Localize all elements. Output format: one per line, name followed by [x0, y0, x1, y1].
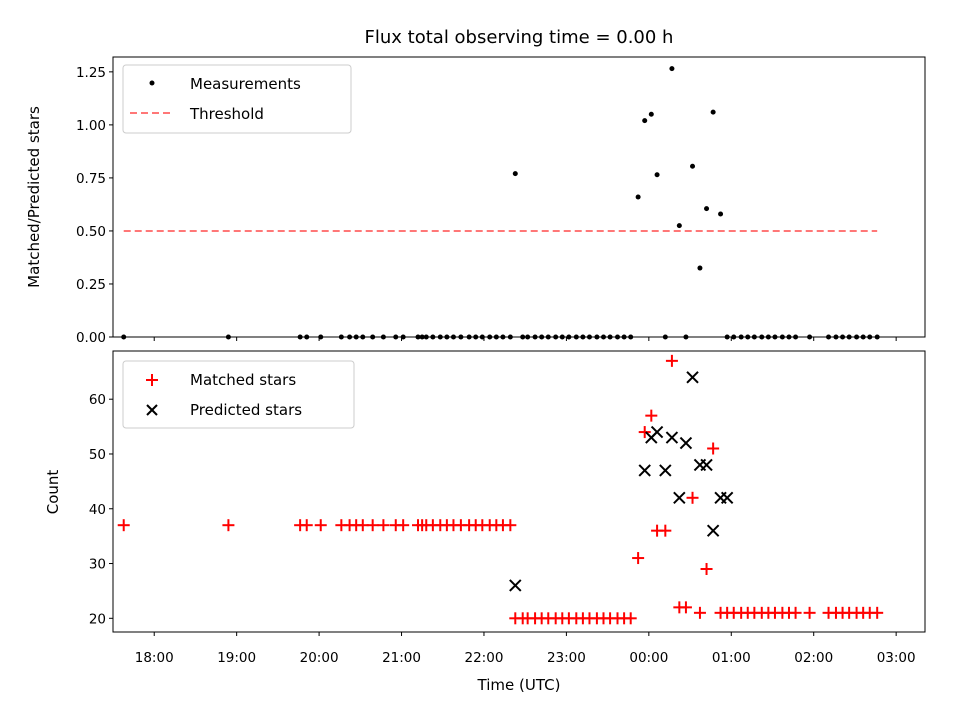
matched-star-marker	[377, 519, 390, 532]
top-ytick-label: 0.75	[76, 171, 106, 187]
predicted-star-marker	[665, 431, 679, 444]
matched-star-marker	[504, 519, 517, 532]
legend-predicted-label: Predicted stars	[190, 401, 302, 419]
measurement-point	[697, 265, 703, 271]
predicted-star-marker	[659, 464, 672, 477]
matched-star-marker	[803, 606, 816, 619]
bottom-ytick-label: 30	[89, 557, 106, 573]
top-ytick-label: 0.50	[76, 224, 106, 240]
xtick-label: 21:00	[382, 650, 421, 666]
bottom-plot-frame	[112, 350, 926, 633]
predicted-star-marker	[686, 371, 699, 384]
measurement-point	[704, 206, 710, 212]
predicted-star-marker	[720, 491, 734, 505]
measurement-point	[718, 211, 724, 217]
bottom-panel: 20 30 40 50 60 18:00 19:00 20:00 21:00 22:00 23:0…	[44, 350, 926, 694]
legend-matched-marker	[146, 374, 158, 386]
matched-star-marker	[624, 612, 637, 625]
chart-title: Flux total observing time = 0.00 h	[365, 27, 674, 48]
xtick-label: 18:00	[135, 650, 174, 666]
matched-star-marker	[117, 519, 130, 532]
bottom-ytick-label: 50	[89, 447, 106, 463]
legend-measurements-marker	[149, 80, 155, 86]
matched-star-marker	[707, 442, 720, 455]
matched-star-marker	[314, 519, 327, 532]
predicted-star-marker	[650, 425, 664, 439]
matched-star-marker	[679, 601, 692, 614]
xtick-label: 20:00	[300, 650, 339, 666]
predicted-star-marker	[679, 436, 693, 450]
top-ytick-label: 1.25	[76, 65, 106, 81]
top-ytick-label: 0.00	[76, 330, 106, 346]
matched-star-marker	[645, 409, 658, 422]
xtick-label: 01:00	[712, 650, 751, 666]
measurement-point	[512, 171, 518, 177]
matched-star-marker	[871, 606, 884, 619]
top-legend-box	[122, 64, 352, 134]
xtick-label: 19:00	[217, 650, 256, 666]
matched-star-marker	[632, 552, 645, 565]
xtick-label: 03:00	[877, 650, 916, 666]
matched-star-marker	[222, 519, 235, 532]
matched-star-marker	[789, 606, 802, 619]
bottom-ytick-label: 60	[89, 392, 106, 408]
bottom-ytick-label: 20	[89, 611, 106, 627]
bottom-y-axis-label: Count	[44, 470, 62, 515]
measurement-point	[648, 111, 654, 117]
legend-matched-label: Matched stars	[190, 371, 296, 389]
matched-star-marker	[397, 519, 410, 532]
top-ytick-label: 1.00	[76, 118, 106, 134]
matched-star-marker	[700, 563, 713, 576]
matched-star-marker	[300, 519, 313, 532]
top-plot-frame	[112, 56, 926, 338]
predicted-star-marker	[638, 464, 651, 477]
bottom-legend-box	[122, 360, 355, 429]
legend-predicted-marker	[146, 404, 158, 416]
xtick-label: 22:00	[465, 650, 504, 666]
predicted-star-marker	[673, 491, 686, 505]
top-y-axis-label: Matched/Predicted stars	[25, 106, 43, 288]
top-panel: 0.00 0.25 0.50 0.75 1.00 1.25 Matched/Predict…	[25, 56, 926, 346]
matched-star-marker	[659, 524, 672, 537]
matched-star-marker	[638, 426, 651, 439]
predicted-star-marker	[706, 524, 720, 537]
bottom-ytick-label: 40	[89, 502, 106, 518]
top-legend: Measurements Threshold	[122, 64, 352, 134]
matched-star-marker	[686, 491, 699, 504]
measurement-point	[635, 194, 641, 200]
matched-star-marker	[693, 606, 706, 619]
measurement-point	[676, 223, 682, 229]
bottom-legend: Matched stars Predicted stars	[122, 360, 355, 429]
xtick-label: 02:00	[794, 650, 833, 666]
measurement-point	[710, 109, 716, 115]
legend-threshold-label: Threshold	[189, 105, 264, 123]
xtick-label: 23:00	[547, 650, 586, 666]
predicted-star-marker	[509, 579, 522, 592]
xtick-label: 00:00	[629, 650, 668, 666]
measurement-point	[654, 172, 660, 178]
predicted-star-marker	[700, 458, 713, 472]
top-ytick-label: 0.25	[76, 277, 106, 293]
legend-measurements-label: Measurements	[190, 75, 301, 93]
x-axis-label: Time (UTC)	[477, 676, 561, 694]
matched-star-marker	[366, 519, 379, 532]
measurement-point	[690, 163, 696, 169]
measurement-point	[642, 118, 648, 124]
measurement-point	[669, 66, 675, 72]
matched-star-marker	[665, 354, 678, 367]
